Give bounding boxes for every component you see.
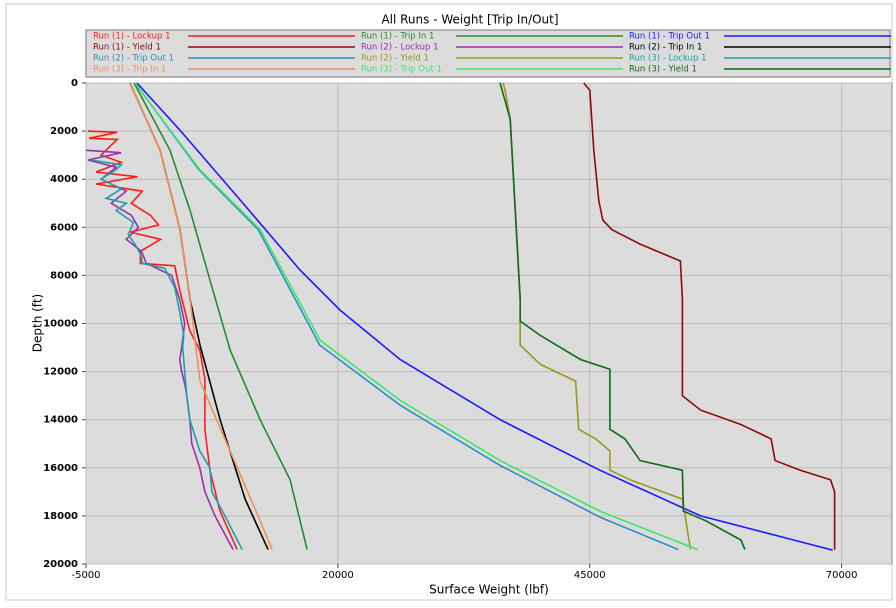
- legend-label: Run (2) - Trip Out 1: [93, 54, 174, 64]
- y-tick-label: 0: [71, 78, 78, 89]
- legend-label: Run (1) - Trip In 1: [361, 32, 434, 42]
- legend-label: Run (3) - Yield 1: [629, 65, 697, 75]
- legend: [85, 29, 891, 78]
- x-tick-label: -5000: [71, 570, 100, 581]
- y-tick-label: 18000: [43, 511, 78, 522]
- chart-title: All Runs - Weight [Trip In/Out]: [381, 13, 558, 27]
- series-line: [133, 82, 308, 550]
- series-line: [136, 82, 833, 551]
- series-line: [583, 82, 836, 550]
- legend-label: Run (3) - Lockup 1: [629, 54, 707, 64]
- y-tick-label: 10000: [43, 319, 78, 330]
- x-tick-label: 20000: [322, 570, 354, 581]
- legend-label: Run (3) - Trip In 1: [93, 65, 166, 75]
- series-line: [134, 82, 698, 551]
- legend-label: Run (3) - Trip Out 1: [361, 65, 442, 75]
- series-line: [129, 82, 273, 550]
- series-line: [90, 159, 243, 550]
- series-line: [134, 82, 679, 551]
- x-tick-label: 70000: [826, 570, 858, 581]
- legend-label: Run (1) - Trip Out 1: [629, 32, 710, 42]
- y-tick-label: 12000: [43, 367, 78, 378]
- y-axis-label: Depth (ft): [31, 294, 45, 352]
- legend-label: Run (1) - Lockup 1: [93, 32, 171, 42]
- y-tick-label: 2000: [50, 126, 78, 137]
- y-tick-label: 6000: [50, 222, 78, 233]
- legend-label: Run (2) - Yield 1: [361, 54, 429, 64]
- legend-label: Run (1) - Yield 1: [93, 43, 161, 53]
- legend-label: Run (2) - Lockup 1: [361, 43, 439, 53]
- x-axis-label: Surface Weight (lbf): [429, 583, 549, 597]
- y-tick-label: 14000: [43, 415, 78, 426]
- y-tick-label: 20000: [43, 559, 78, 570]
- legend-label: Run (2) - Trip In 1: [629, 43, 702, 53]
- y-tick-label: 8000: [50, 270, 78, 281]
- series-line: [499, 82, 746, 550]
- y-tick-label: 16000: [43, 463, 78, 474]
- y-tick-label: 4000: [50, 174, 78, 185]
- x-tick-label: 45000: [574, 570, 606, 581]
